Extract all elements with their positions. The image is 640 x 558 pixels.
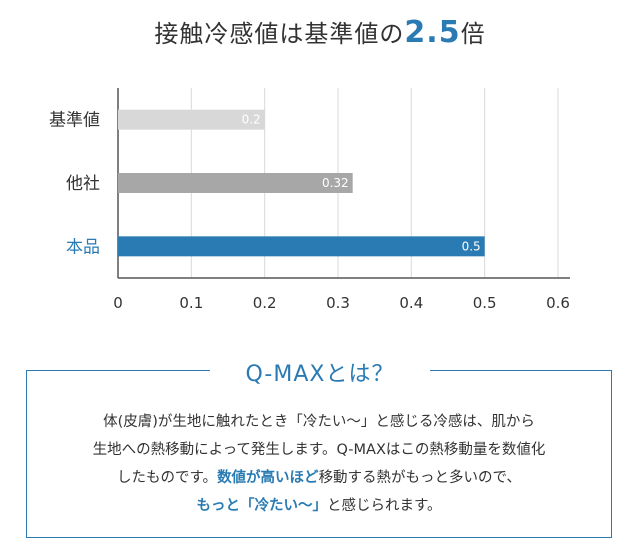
page-title: 接触冷感値は基準値の2.5倍 — [0, 14, 640, 50]
chart-category-label: 本品 — [66, 237, 100, 257]
chart-tick-label: 0.2 — [253, 294, 277, 310]
chart-data-label: 0.32 — [322, 176, 349, 190]
title-highlight: 2.5 — [404, 15, 461, 50]
qmax-description: 体(皮膚)が生地に触れたとき「冷たい～」と感じる冷感は、肌から 生地への熱移動に… — [26, 408, 612, 520]
chart-data-label: 0.5 — [462, 239, 481, 253]
qmax-line-4: もっと「冷たい～」と感じられます。 — [26, 492, 612, 520]
chart-tick-label: 0.4 — [399, 294, 423, 310]
chart-tick-label: 0.1 — [179, 294, 203, 310]
qmax-line-3-suffix: 移動する熱がもっと多いので、 — [318, 470, 521, 486]
qmax-line-3-prefix: したものです。 — [117, 470, 218, 486]
qmax-line-3: したものです。数値が高いほど移動する熱がもっと多いので、 — [26, 464, 612, 492]
title-suffix: 倍 — [460, 20, 486, 48]
chart-tick-label: 0.5 — [473, 294, 497, 310]
title-prefix: 接触冷感値は基準値の — [154, 20, 405, 48]
qmax-heading: Q-MAXとは？ — [210, 356, 430, 387]
chart-category-label: 他社 — [66, 174, 100, 194]
qmax-line-1: 体(皮膚)が生地に触れたとき「冷たい～」と感じる冷感は、肌から — [103, 414, 535, 430]
chart-tick-label: 0.6 — [546, 294, 570, 310]
qmax-line-4-emphasis: もっと「冷たい～」 — [196, 498, 327, 514]
qmax-line-4-suffix: と感じられます。 — [326, 498, 442, 514]
chart-category-label: 基準値 — [49, 111, 100, 131]
bar-chart: 0 0.1 0.2 0.3 0.4 0.5 0.6 0.2 基準値 0.32 他社 0.5 本品 — [49, 88, 570, 310]
chart-bar — [118, 173, 353, 193]
chart-tick-label: 0 — [113, 294, 123, 310]
qmax-line-3-emphasis: 数値が高いほど — [217, 470, 319, 486]
chart-bar — [118, 236, 485, 257]
chart-data-label: 0.2 — [242, 113, 261, 127]
chart-bar — [118, 109, 265, 130]
qmax-line-2: 生地への熱移動によって発生します。Q-MAXはこの熱移動量を数値化 — [92, 442, 546, 458]
chart-tick-label: 0.3 — [326, 294, 350, 310]
